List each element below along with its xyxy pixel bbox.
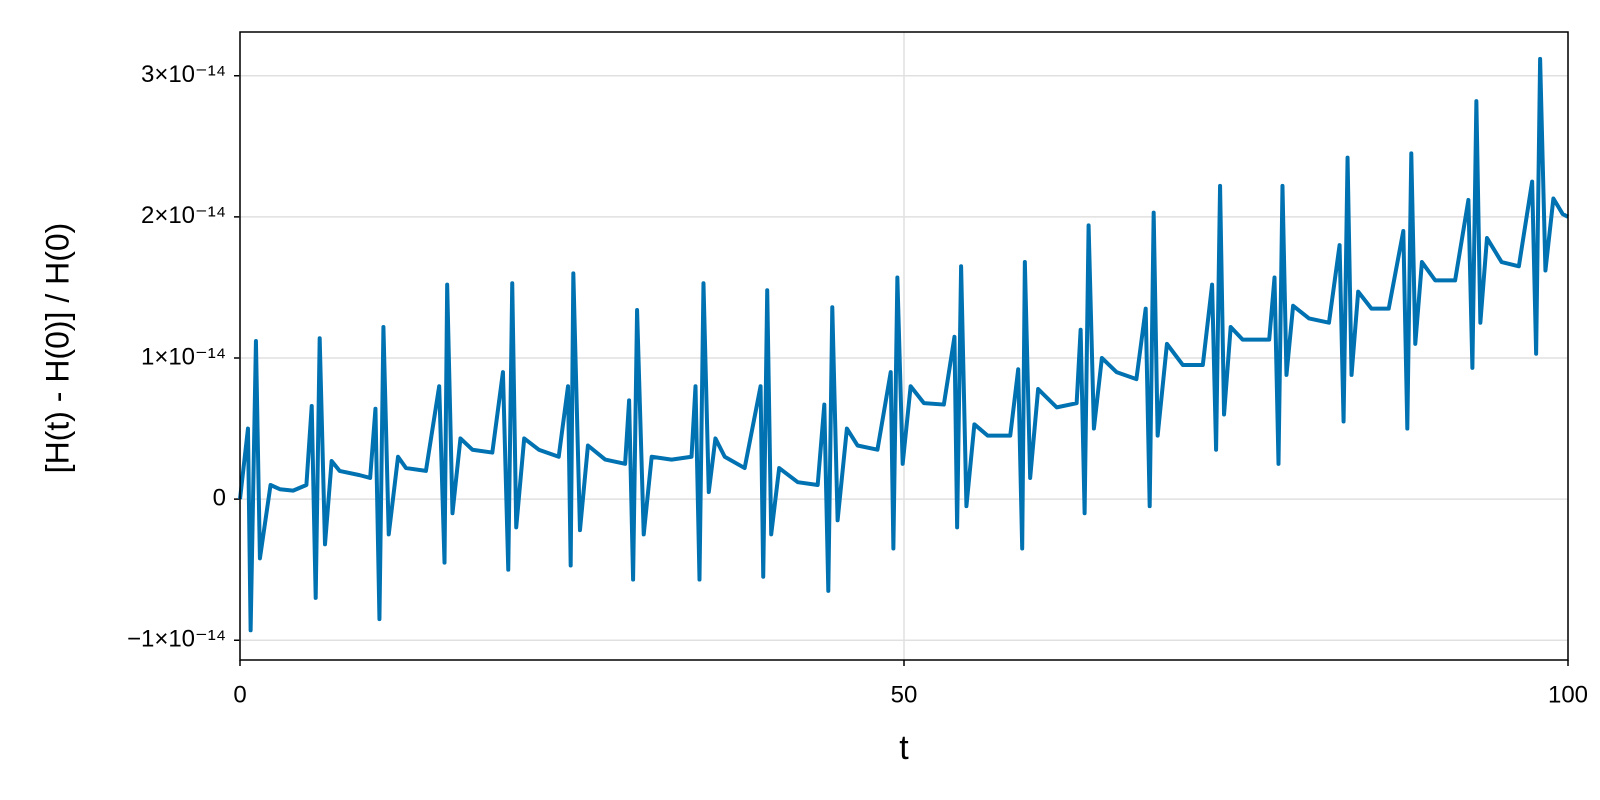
y-axis-label: [H(t) - H(0)] / H(0) (39, 223, 75, 474)
plot-frame (239, 31, 1569, 661)
x-tick-label: 100 (1548, 681, 1588, 708)
x-tick-label: 50 (891, 681, 918, 708)
y-tick-label: 3×10⁻¹⁴ (141, 61, 226, 88)
y-tick-label: −1×10⁻¹⁴ (127, 626, 226, 653)
x-axis-label: t (899, 729, 909, 767)
x-tick-label: 0 (233, 681, 246, 708)
y-tick-label: 2×10⁻¹⁴ (141, 202, 226, 229)
y-tick-label: 0 (213, 484, 226, 511)
data-line (240, 59, 1568, 631)
y-tick-label: 1×10⁻¹⁴ (141, 343, 226, 370)
